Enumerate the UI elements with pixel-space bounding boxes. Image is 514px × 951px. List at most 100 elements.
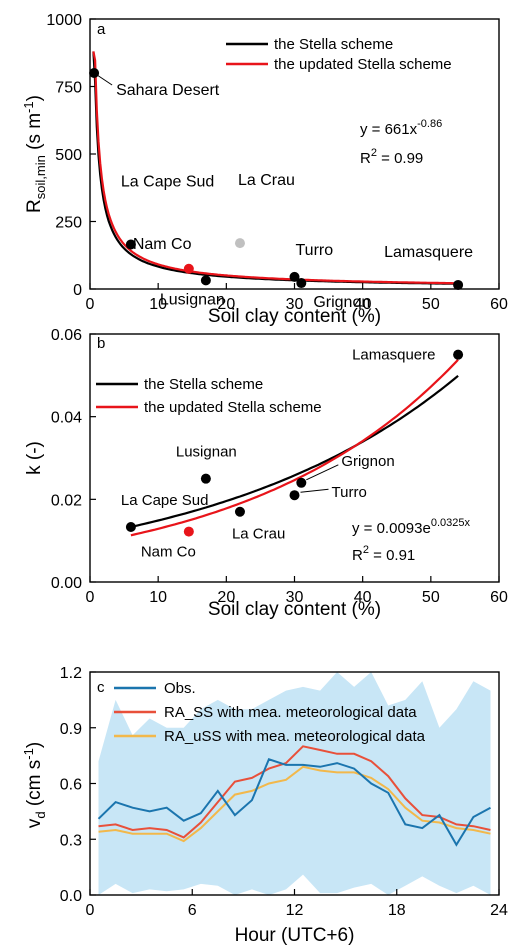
legend-b-label-1: the updated Stella scheme	[144, 399, 322, 416]
point-label-a-4: Lusignan	[160, 291, 225, 308]
point-b-5	[296, 477, 307, 488]
panel-c-xlabel: Hour (UTC+6)	[235, 925, 355, 946]
point-label-b-1: Nam Co	[141, 544, 196, 561]
panel-a-xlabel: Soil clay content (%)	[208, 306, 381, 327]
curve-b-1	[130, 358, 459, 537]
point-a-7	[453, 279, 464, 290]
ylabel-a-unit: (s m	[24, 113, 45, 155]
x-tick-label-b: 30	[286, 589, 304, 606]
panel-b-frame	[89, 333, 500, 583]
x-tick-label-c: 18	[388, 902, 406, 919]
panel-b-equation: y = 0.0093e0.0325x	[352, 517, 470, 537]
x-tick-label-b: 50	[422, 589, 440, 606]
x-tick-label-c: 24	[490, 902, 508, 919]
panel-b-r2: R2 = 0.91	[352, 544, 415, 564]
eq-b-exp: 0.0325x	[431, 517, 471, 529]
r2-a-r: R	[360, 150, 371, 167]
point-a-4	[200, 275, 211, 286]
x-tick-label-a: 60	[490, 296, 508, 313]
point-label-b-5: Grignon	[341, 453, 394, 470]
leader-b	[300, 488, 329, 493]
r2-b-val: = 0.91	[369, 547, 415, 564]
point-a-2	[183, 263, 194, 274]
y-tick-label-b: 0.02	[51, 492, 82, 509]
x-tick-label-b: 10	[149, 589, 167, 606]
point-b-1	[183, 526, 194, 537]
panel-c-ylabel: vd (cm s-1)	[21, 742, 48, 828]
y-tick-label-a: 750	[55, 80, 82, 97]
x-tick-label-c: 0	[86, 902, 95, 919]
point-a-0	[89, 68, 100, 78]
point-label-a-7: Lamasquere	[384, 244, 473, 261]
panel-b: b 0 10 20 30 40 50 60 0.00 0.02 0.04 0.06 La Cape …	[24, 327, 508, 620]
point-label-a-1: La Cape Sud	[121, 173, 214, 190]
ylabel-c-unit: (cm s	[24, 760, 45, 812]
x-tick-label-a: 0	[86, 296, 95, 313]
ylabel-c-unit-close: )	[24, 742, 45, 748]
x-tick-label-c: 6	[188, 902, 197, 919]
x-tick-label-a: 20	[217, 296, 235, 313]
panel-a-frame	[89, 18, 500, 290]
y-tick-label-b: 0.04	[51, 410, 82, 427]
r2-a-val: = 0.99	[377, 150, 423, 167]
panel-b-ylabel: k (-)	[24, 441, 45, 475]
panel-a-letter: a	[97, 21, 106, 38]
point-label-a-5: Turro	[296, 242, 334, 259]
panel-c: 0 6 12 18 24 0.0 0.3 0.6 0.9 1.2 c Obs. RA_SS wit…	[21, 665, 508, 946]
point-label-a-6: Grignon	[313, 294, 370, 311]
point-a-3	[234, 238, 245, 249]
x-tick-label-b: 20	[217, 589, 235, 606]
y-tick-label-c: 0.9	[60, 721, 82, 738]
x-tick-label-a: 10	[149, 296, 167, 313]
point-label-b-2: Lusignan	[176, 444, 237, 461]
ylabel-c-unit-sup: -1	[21, 748, 36, 760]
eq-b-base: y = 0.0093e	[352, 520, 431, 537]
y-tick-label-b: 0.00	[51, 575, 82, 592]
curve-a-1	[92, 51, 459, 285]
ylabel-c-main: v	[24, 818, 45, 828]
point-b-3	[234, 506, 245, 517]
x-tick-label-b: 40	[354, 589, 372, 606]
y-tick-label-c: 0.0	[60, 888, 82, 905]
eq-a-exp: -0.86	[417, 118, 442, 130]
y-tick-label-b: 0.06	[51, 327, 82, 344]
panel-b-xlabel: Soil clay content (%)	[208, 599, 381, 620]
panel-a-legend: the Stella scheme the updated Stella sch…	[226, 36, 452, 73]
ylabel-a-unit-close: )	[24, 95, 45, 101]
ylabel-a-sub: soil,min	[33, 155, 48, 199]
leader-b	[306, 464, 339, 481]
y-tick-label-c: 1.2	[60, 665, 82, 682]
y-tick-label-c: 0.3	[60, 832, 82, 849]
ylabel-c-sub: d	[33, 811, 48, 818]
ylabel-a-main: R	[24, 199, 45, 213]
y-tick-label-a: 250	[55, 215, 82, 232]
eq-a-base: y = 661x	[360, 121, 418, 138]
series-line-0	[97, 758, 491, 847]
ylabel-a-unit-sup: -1	[21, 101, 36, 113]
point-a-5	[289, 271, 300, 282]
point-label-a-2: Nam Co	[133, 236, 192, 253]
panel-a-ylabel: Rsoil,min (s m-1)	[21, 95, 48, 213]
point-label-a-3: La Crau	[238, 172, 295, 189]
legend-a-label-1: the updated Stella scheme	[274, 56, 452, 73]
point-label-b-3: La Crau	[232, 526, 285, 543]
series-line-1	[98, 745, 491, 839]
x-tick-label-b: 60	[490, 589, 508, 606]
point-label-b-4: Turro	[332, 484, 367, 501]
legend-c-label-2: RA_uSS with mea. meteorological data	[164, 728, 426, 745]
panel-b-letter: b	[97, 335, 105, 352]
panel-a-equation: y = 661x-0.86	[360, 118, 442, 138]
point-b-6	[453, 349, 464, 360]
curve-b-0	[130, 374, 459, 528]
legend-c-label-0: Obs.	[164, 680, 196, 697]
x-tick-label-a: 30	[286, 296, 304, 313]
obs-range-band	[98, 672, 491, 895]
x-tick-label-a: 50	[422, 296, 440, 313]
series-line-2	[98, 765, 491, 843]
y-tick-label-a: 1000	[46, 12, 82, 29]
panel-a-r2: R2 = 0.99	[360, 147, 423, 167]
point-label-b-6: Lamasquere	[352, 347, 435, 364]
point-b-4	[289, 490, 300, 501]
panel-c-letter: c	[97, 679, 105, 696]
